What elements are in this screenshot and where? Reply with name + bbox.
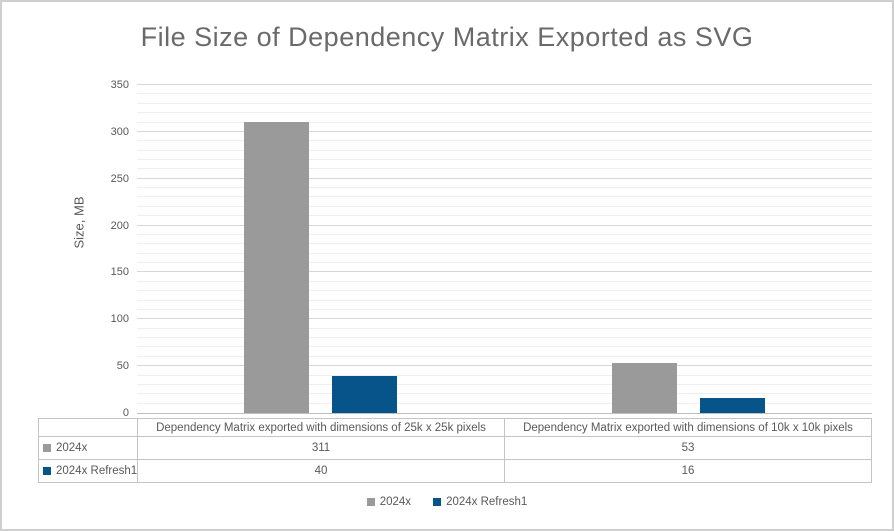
y-axis-tick-labels: 0 50 100 150 200 250 300 350 [80, 79, 129, 419]
category-label: Dependency Matrix exported with dimensio… [504, 418, 872, 437]
series-key-swatch [43, 443, 51, 452]
y-tick-label: 300 [110, 125, 129, 138]
major-gridline [137, 130, 872, 132]
minor-gridline [137, 374, 872, 376]
minor-gridline [137, 158, 872, 160]
minor-gridline [137, 280, 872, 282]
series-key-swatch [43, 466, 51, 475]
data-table: Dependency Matrix exported with dimensio… [38, 418, 872, 483]
y-tick-label: 50 [116, 360, 129, 373]
bar-group [505, 85, 873, 413]
bar-2024x-refresh1 [332, 375, 398, 413]
minor-gridline [137, 262, 872, 264]
minor-gridline [137, 102, 872, 104]
legend-swatch [433, 498, 442, 506]
minor-gridline [137, 233, 872, 235]
minor-gridline [137, 187, 872, 189]
y-tick-label: 350 [110, 79, 129, 91]
y-tick-label: 150 [110, 266, 129, 279]
minor-gridline [137, 383, 872, 385]
table-row: 2024x 311 53 [38, 436, 872, 460]
minor-gridline [137, 112, 872, 114]
major-gridline [137, 271, 872, 273]
value-cell: 311 [137, 436, 505, 460]
minor-gridline [137, 149, 872, 151]
minor-gridline [137, 140, 872, 142]
minor-gridline [137, 168, 872, 170]
data-table-container: Dependency Matrix exported with dimensio… [38, 418, 872, 483]
legend-item: 2024x [366, 496, 412, 508]
bar-2024x [611, 363, 677, 413]
y-tick-label: 0 [122, 407, 129, 419]
legend-swatch [366, 498, 375, 506]
minor-gridline [137, 215, 872, 217]
minor-gridline [137, 121, 872, 123]
minor-gridline [137, 337, 872, 339]
minor-gridline [137, 327, 872, 329]
y-tick-label: 100 [110, 313, 129, 326]
major-gridline [137, 224, 872, 226]
minor-gridline [137, 308, 872, 310]
major-gridline [137, 84, 872, 85]
legend-label: 2024x [379, 496, 412, 508]
value-cell: 16 [504, 459, 872, 483]
minor-gridline [137, 290, 872, 292]
legend: 2024x 2024x Refresh1 [2, 496, 892, 508]
y-tick-label: 200 [110, 219, 129, 232]
legend-item: 2024x Refresh1 [433, 496, 527, 508]
series-name: 2024x [38, 436, 138, 460]
bar-2024x [244, 121, 310, 413]
minor-gridline [137, 299, 872, 301]
value-cell: 40 [137, 459, 505, 483]
legend-label: 2024x Refresh1 [446, 496, 528, 508]
table-corner-empty [38, 418, 138, 437]
major-gridline [137, 177, 872, 179]
minor-gridline [137, 393, 872, 395]
minor-gridline [137, 243, 872, 245]
major-gridline [137, 318, 872, 320]
bar-2024x-refresh1 [699, 398, 765, 413]
plot-area [137, 84, 873, 414]
bar-group [137, 85, 505, 413]
y-tick-label: 250 [110, 172, 129, 185]
value-cell: 53 [504, 436, 872, 460]
table-row: 2024x Refresh1 40 16 [38, 459, 872, 483]
minor-gridline [137, 355, 872, 357]
minor-gridline [137, 205, 872, 207]
major-gridline [137, 365, 872, 367]
minor-gridline [137, 402, 872, 404]
minor-gridline [137, 196, 872, 198]
category-label: Dependency Matrix exported with dimensio… [137, 418, 505, 437]
minor-gridline [137, 252, 872, 254]
minor-gridline [137, 346, 872, 348]
minor-gridline [137, 93, 872, 95]
chart-title: File Size of Dependency Matrix Exported … [140, 22, 754, 52]
series-name: 2024x Refresh1 [38, 459, 138, 483]
